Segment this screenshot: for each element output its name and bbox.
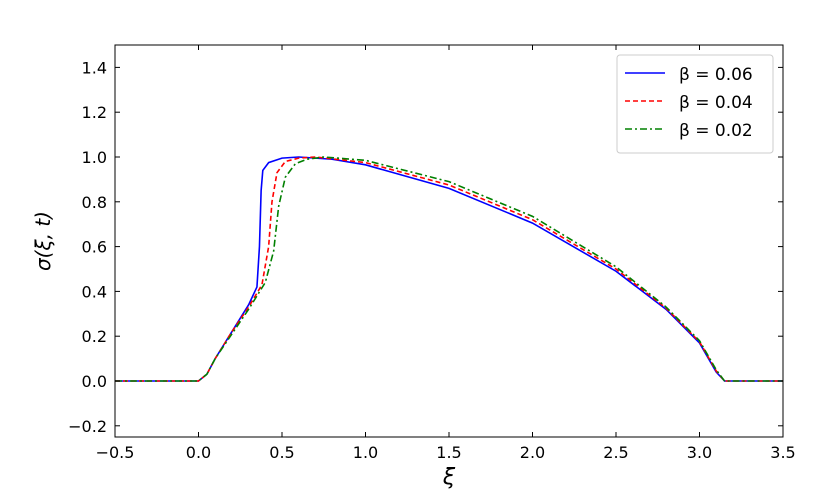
legend-label-2: β = 0.02	[679, 121, 753, 141]
y-tick-label: 0.6	[82, 238, 107, 257]
legend-label-1: β = 0.04	[679, 93, 753, 113]
x-tick-label: 1.5	[436, 443, 461, 462]
y-tick-label: 1.4	[82, 58, 107, 77]
x-tick-label: 0.0	[186, 443, 211, 462]
series-lines	[115, 156, 783, 382]
y-axis-label: σ(ξ, t)	[31, 211, 55, 271]
x-tick-label: 2.5	[603, 443, 628, 462]
y-tick-label: 0.4	[82, 282, 107, 301]
x-tick-label: 3.5	[770, 443, 795, 462]
y-tick-label: 1.0	[82, 148, 107, 167]
legend: β = 0.06 β = 0.04 β = 0.02	[616, 54, 774, 154]
y-tick-label: 0.0	[82, 372, 107, 391]
legend-label-0: β = 0.06	[679, 65, 753, 85]
x-tick-label: −0.5	[96, 443, 135, 462]
x-tick-label: 3.0	[687, 443, 712, 462]
series-line-0	[115, 156, 783, 382]
x-tick-label: 0.5	[269, 443, 294, 462]
y-tick-label: 0.2	[82, 327, 107, 346]
series-line-1	[115, 156, 783, 382]
series-line-2	[115, 156, 783, 382]
x-tick-label: 2.0	[520, 443, 545, 462]
y-tick-label: −0.2	[68, 417, 107, 436]
x-tick-label: 1.0	[353, 443, 378, 462]
x-axis-label: ξ	[442, 465, 456, 490]
y-tick-label: 0.8	[82, 193, 107, 212]
y-tick-label: 1.2	[82, 103, 107, 122]
ticks: −0.5 0.0 0.5 1.0 1.5 2.0 2.5 3.0 3.5 −0.2 0.0 0.2 0.…	[68, 45, 796, 462]
